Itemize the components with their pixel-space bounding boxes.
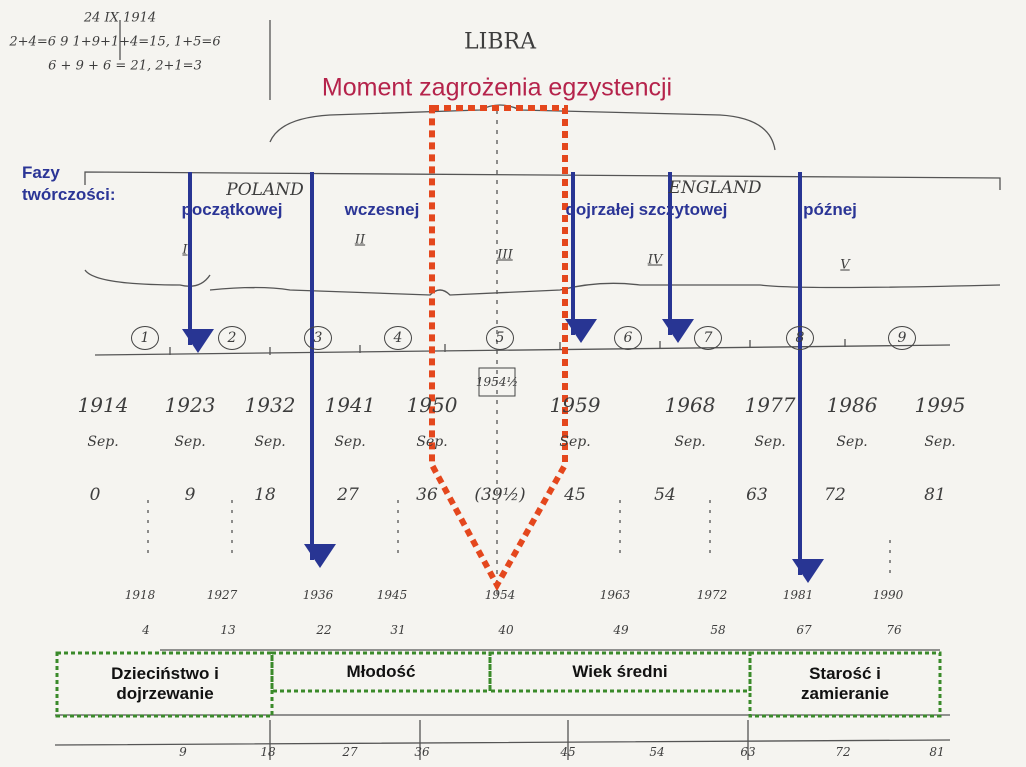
- lower-year: 1936: [303, 588, 334, 602]
- cycle: 1: [131, 326, 159, 350]
- country: POLAND: [226, 180, 303, 200]
- month: Sep.: [416, 434, 447, 450]
- phase: początkowej: [181, 200, 282, 220]
- diagram: Moment zagrożenia egzystencji Fazy twórc…: [0, 0, 1026, 767]
- lower-year: 1954: [485, 588, 516, 602]
- year: 1968: [665, 393, 716, 417]
- year: 1950: [407, 393, 458, 417]
- lower-year: 1990: [873, 588, 904, 602]
- year: 1995: [915, 393, 966, 417]
- year: 1914: [78, 393, 129, 417]
- phase: dojrzałej: [566, 200, 635, 220]
- age: 54: [654, 485, 676, 505]
- cycle: 3: [304, 326, 332, 350]
- note: 2+4=6 9 1+9+1+4=15, 1+5=6: [9, 35, 220, 50]
- bottom-age: 45: [560, 745, 575, 759]
- lower-year: 1981: [783, 588, 814, 602]
- lower-age: 40: [498, 623, 513, 637]
- age: 63: [746, 485, 768, 505]
- lower-age: 31: [390, 623, 405, 637]
- age: 72: [824, 485, 846, 505]
- life-stage: Starość i zamieranie: [765, 664, 925, 704]
- cycle: 9: [888, 326, 916, 350]
- bottom-age: 63: [740, 745, 755, 759]
- lower-age: 4: [142, 623, 150, 637]
- lower-year: 1963: [600, 588, 631, 602]
- period: II: [355, 233, 365, 248]
- phase: wczesnej: [345, 200, 420, 220]
- period: III: [497, 248, 512, 263]
- lower-year: 1945: [377, 588, 408, 602]
- life-stage: Wiek średni: [520, 662, 720, 682]
- age: 81: [924, 485, 946, 505]
- year: 1923: [165, 393, 216, 417]
- age: 45: [564, 485, 586, 505]
- midpoint: 1954½: [476, 375, 518, 389]
- age: 36: [416, 485, 438, 505]
- age: 18: [254, 485, 276, 505]
- bottom-age: 54: [649, 745, 664, 759]
- cycle: 2: [218, 326, 246, 350]
- bottom-age: 72: [835, 745, 850, 759]
- phase: szczytowej: [639, 200, 728, 220]
- age: 27: [337, 485, 359, 505]
- bottom-age: 27: [342, 745, 357, 759]
- year: 1977: [745, 393, 796, 417]
- country: ENGLAND: [669, 178, 762, 198]
- lower-age: 76: [886, 623, 901, 637]
- life-stage: Młodość: [281, 662, 481, 682]
- phase-arrows: [190, 172, 800, 575]
- year: 1932: [245, 393, 296, 417]
- period: I: [182, 243, 187, 258]
- month: Sep.: [674, 434, 705, 450]
- lower-age: 49: [613, 623, 628, 637]
- bottom-age: 81: [929, 745, 944, 759]
- cycle: 6: [614, 326, 642, 350]
- month: Sep.: [254, 434, 285, 450]
- cycle: 8: [786, 326, 814, 350]
- bottom-age: 9: [179, 745, 187, 759]
- month: Sep.: [174, 434, 205, 450]
- month: Sep.: [836, 434, 867, 450]
- cycle: 5: [486, 326, 514, 350]
- bottom-age: 18: [260, 745, 275, 759]
- hand-lines: [55, 20, 1000, 760]
- year: 1986: [827, 393, 878, 417]
- age: 0: [90, 485, 101, 505]
- lower-age: 13: [220, 623, 235, 637]
- lower-age: 67: [796, 623, 811, 637]
- lower-age: 58: [710, 623, 725, 637]
- month: Sep.: [559, 434, 590, 450]
- month: Sep.: [87, 434, 118, 450]
- year: 1941: [325, 393, 376, 417]
- lower-year: 1918: [125, 588, 156, 602]
- phases-label: Fazy twórczości:: [22, 162, 152, 206]
- month: Sep.: [924, 434, 955, 450]
- lower-year: 1972: [697, 588, 728, 602]
- age: 9: [185, 485, 196, 505]
- age: (39½): [474, 485, 525, 505]
- year: 1959: [550, 393, 601, 417]
- lower-age: 22: [316, 623, 331, 637]
- lower-year: 1927: [207, 588, 238, 602]
- bottom-age: 36: [414, 745, 429, 759]
- month: Sep.: [754, 434, 785, 450]
- title: Moment zagrożenia egzystencji: [322, 74, 672, 103]
- sign: LIBRA: [464, 30, 536, 55]
- phase: późnej: [803, 200, 857, 220]
- period: V: [840, 258, 849, 273]
- cycle: 7: [694, 326, 722, 350]
- cycle: 4: [384, 326, 412, 350]
- life-stage: Dzieciństwo i dojrzewanie: [75, 664, 255, 704]
- note: 6 + 9 + 6 = 21, 2+1=3: [48, 59, 202, 74]
- period: IV: [648, 253, 663, 268]
- month: Sep.: [334, 434, 365, 450]
- note: 24 IX 1914: [84, 11, 156, 26]
